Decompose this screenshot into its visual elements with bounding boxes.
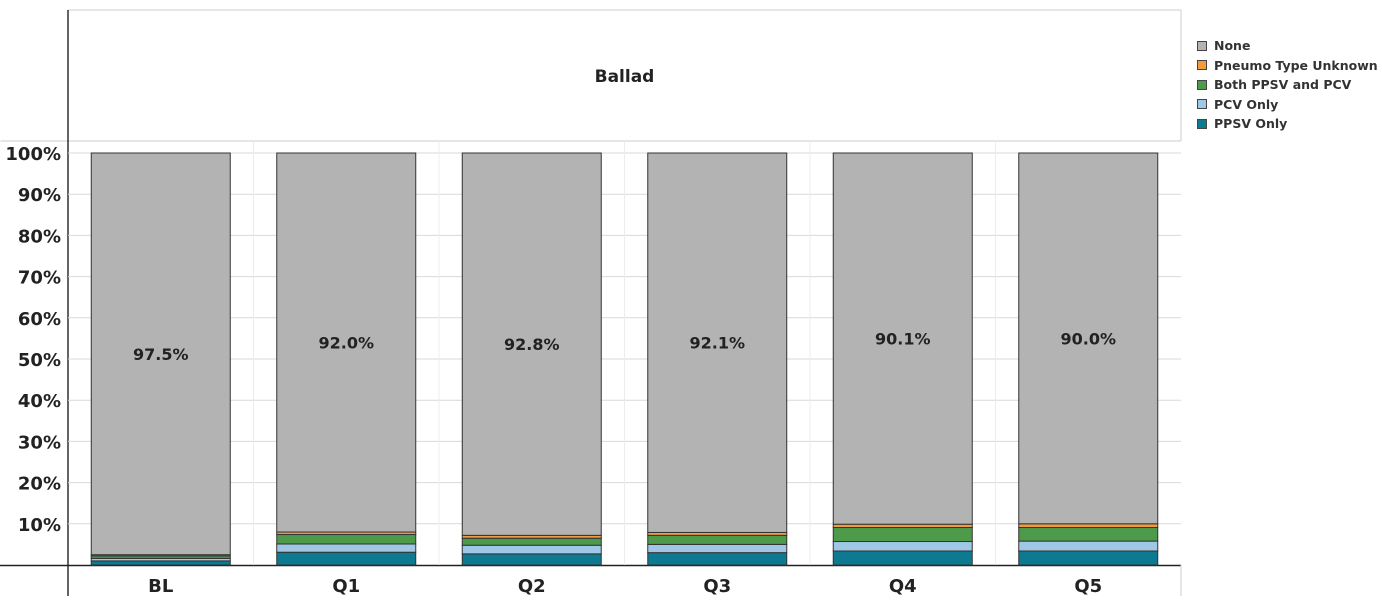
bar-segment	[276, 534, 417, 545]
data-label: 90.1%	[875, 330, 931, 349]
y-tick-label: 60%	[18, 309, 61, 330]
legend-label: Both PPSV and PCV	[1214, 77, 1352, 93]
legend-label: Pneumo Type Unknown	[1214, 57, 1378, 73]
y-tick-label: 80%	[18, 226, 61, 247]
grid-lines	[68, 141, 1181, 565]
legend-item: Both PPSV and PCV	[1197, 75, 1378, 95]
bars	[90, 152, 1159, 566]
bar-segment	[832, 527, 973, 543]
legend-item: Pneumo Type Unknown	[1197, 56, 1378, 76]
legend-swatch	[1197, 99, 1207, 110]
legend-label: None	[1214, 38, 1251, 54]
x-tick-label: BL	[148, 576, 173, 596]
legend-swatch	[1197, 40, 1207, 51]
x-tick-label: Q2	[518, 576, 546, 596]
bar-segment	[90, 560, 231, 566]
legend-item: PPSV Only	[1197, 114, 1378, 134]
bar-segment	[461, 544, 602, 555]
x-tick-label: Q5	[1074, 576, 1102, 596]
y-tick-label: 100%	[5, 144, 61, 165]
bar-segment	[1018, 540, 1159, 552]
bar-segment	[276, 543, 417, 553]
x-tick-labels: BL Q1 Q2 Q3 Q4 Q5	[148, 576, 1102, 597]
y-tick-label: 50%	[18, 350, 61, 371]
chart-svg: Ballad 10% 20% 30% 40% 50% 60% 70% 80% 90% 100% 9…	[0, 9, 1182, 597]
bar-segment	[461, 537, 602, 546]
bar-segment	[276, 152, 417, 533]
y-tick-label: 70%	[18, 268, 61, 289]
bar-segment	[647, 534, 788, 545]
y-tick-label: 10%	[18, 515, 61, 536]
data-label: 97.5%	[133, 345, 189, 364]
legend-swatch	[1197, 79, 1207, 90]
x-tick-label: Q3	[703, 576, 731, 596]
legend-item: PCV Only	[1197, 95, 1378, 115]
y-tick-label: 40%	[18, 391, 61, 412]
bar-segment	[1018, 152, 1159, 525]
x-tick-label: Q1	[332, 576, 360, 596]
bar-segment	[832, 152, 973, 525]
bar-segment	[90, 152, 231, 556]
bar-segment	[1018, 523, 1159, 529]
data-label: 92.8%	[504, 335, 560, 354]
data-label: 92.0%	[318, 334, 374, 353]
bar-segment	[276, 551, 417, 566]
bar-segment	[647, 152, 788, 533]
data-labels: 97.5% 92.0% 92.8% 92.1% 90.1% 90.0%	[133, 329, 1116, 363]
bar-segment	[832, 550, 973, 566]
legend: None Pneumo Type Unknown Both PPSV and PCV…	[1197, 36, 1378, 134]
legend-label: PPSV Only	[1214, 116, 1288, 132]
bar-segment	[461, 152, 602, 536]
y-tick-label: 90%	[18, 185, 61, 206]
y-tick-label: 20%	[18, 474, 61, 495]
bar-segment	[647, 543, 788, 554]
legend-swatch	[1197, 60, 1207, 71]
bar-segment	[1018, 550, 1159, 566]
data-label: 90.0%	[1060, 329, 1116, 348]
legend-item: None	[1197, 36, 1378, 56]
y-tick-label: 30%	[18, 432, 61, 453]
legend-swatch	[1197, 118, 1207, 129]
bar-segment	[461, 553, 602, 566]
data-label: 92.1%	[689, 334, 745, 353]
bar-segment	[1018, 527, 1159, 542]
bar-segment	[832, 541, 973, 552]
bar-segment	[647, 552, 788, 566]
legend-label: PCV Only	[1214, 96, 1279, 112]
chart-title: Ballad	[595, 67, 655, 87]
y-tick-labels: 10% 20% 30% 40% 50% 60% 70% 80% 90% 100%	[5, 144, 61, 536]
x-tick-label: Q4	[889, 576, 917, 596]
